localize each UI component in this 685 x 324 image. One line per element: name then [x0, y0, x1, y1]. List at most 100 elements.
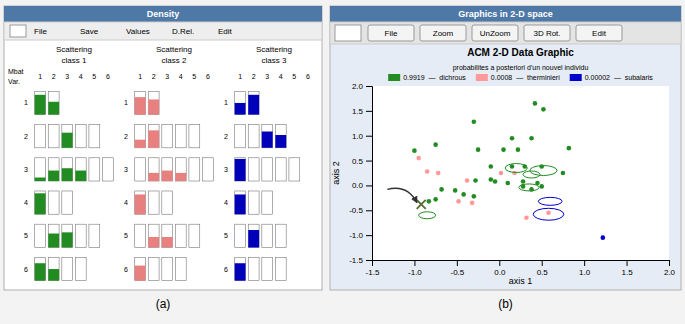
cell-frame [162, 224, 173, 247]
legend-swatch [476, 74, 488, 81]
cell-frame [62, 257, 73, 280]
toolbar-button-label: 3D Rot. [533, 29, 560, 38]
panel-caption: (b) [498, 297, 513, 311]
cell-bar [162, 280, 173, 281]
cell-frame [248, 191, 259, 214]
point [433, 142, 438, 147]
plot-area [372, 86, 669, 260]
cell-bar [148, 99, 159, 114]
cell-frame [48, 257, 59, 280]
point [546, 210, 551, 215]
window-title: Graphics in 2-D space [458, 9, 553, 19]
toolbar-button [420, 25, 466, 41]
header-note: Var. [8, 78, 20, 85]
cell-frame [248, 158, 259, 181]
tick: -1.0 [408, 260, 422, 277]
cell-frame [48, 125, 59, 148]
column-label: 3 [65, 73, 69, 80]
column-label: 6 [206, 73, 210, 80]
tick-mark [414, 260, 415, 266]
cell-bar [135, 181, 146, 182]
cell-bar [62, 232, 73, 247]
cell-frame [35, 257, 46, 280]
cell-bar [135, 266, 146, 281]
row-label: 6 [224, 266, 228, 273]
panel: Graphics in 2-D spaceFileZoomUnZoom3D Ro… [330, 6, 681, 311]
cell-frame [248, 224, 259, 247]
tick-label: 0.5 [537, 268, 549, 277]
tick: 1.0 [579, 260, 591, 277]
tick-label: 1.5 [622, 268, 634, 277]
cell-bar [62, 168, 73, 181]
row-label: 2 [224, 133, 228, 140]
cell-frame [262, 224, 273, 247]
cell-frame [135, 158, 146, 181]
cell-frame [148, 91, 159, 114]
tick-label: -0.5 [349, 206, 363, 215]
toolbar-icon [335, 25, 361, 41]
point [436, 171, 441, 176]
point [472, 194, 477, 199]
cell-bar [148, 173, 159, 181]
window-frame [330, 6, 681, 290]
cell-frame [175, 224, 186, 247]
tick-mark [457, 260, 458, 266]
cell-bar [162, 214, 173, 215]
point [505, 181, 510, 186]
cell-bar [75, 171, 86, 181]
cell-frame [202, 158, 213, 181]
cell-frame [148, 191, 159, 214]
point [425, 169, 430, 174]
cell-bar [235, 159, 246, 181]
legend-entry: 0.00002 — subalaris [570, 74, 654, 81]
cell-frame [289, 158, 300, 181]
point [439, 187, 444, 192]
tick-label: 1.5 [352, 107, 364, 116]
section-title: Scattering [156, 45, 192, 54]
toolbar-button-label: Edit [592, 29, 607, 38]
cell-bar [89, 247, 100, 248]
cell-bar [235, 147, 246, 148]
tick-label: -1.0 [408, 268, 422, 277]
cell-bar [62, 133, 73, 148]
cell-frame [102, 158, 113, 181]
point [493, 179, 498, 184]
cell-bar [248, 214, 259, 215]
cell-frame [48, 191, 59, 214]
axis-line [373, 261, 670, 267]
cell-bar [75, 147, 86, 148]
tick: 0.0 [352, 181, 372, 190]
cell-frame [248, 125, 259, 148]
cell-bar [248, 147, 259, 148]
cell-frame [75, 125, 86, 148]
legend-swatch [388, 74, 400, 81]
point [539, 184, 544, 189]
cell-frame [48, 91, 59, 114]
axis-x: -1.5-1.0-0.50.00.51.01.52.0 [366, 260, 676, 277]
cell-frame [75, 158, 86, 181]
tick-label: -1.0 [349, 231, 363, 240]
cell-bar [35, 95, 46, 115]
header-note: Mbat [8, 68, 24, 75]
toolbar-button-label: Zoom [433, 29, 454, 38]
column-label: 4 [179, 73, 183, 80]
tick: -0.5 [450, 260, 464, 277]
tick: -1.0 [349, 231, 372, 240]
point [489, 177, 494, 182]
point [516, 147, 521, 152]
panel-caption: (a) [156, 297, 171, 311]
cell-bar [262, 280, 273, 281]
toolbar-label: Values [126, 27, 150, 36]
column-label: 6 [106, 73, 110, 80]
point [510, 164, 515, 169]
point [470, 201, 475, 206]
tick: -1.5 [349, 256, 372, 265]
ellipse [505, 164, 527, 173]
cell-bar [235, 103, 246, 115]
cell-bar [135, 194, 146, 214]
cell-frame [62, 125, 73, 148]
cell-bar [48, 171, 59, 181]
cell-bar [248, 280, 259, 281]
cell-bar [62, 214, 73, 215]
cell-frame [35, 224, 46, 247]
